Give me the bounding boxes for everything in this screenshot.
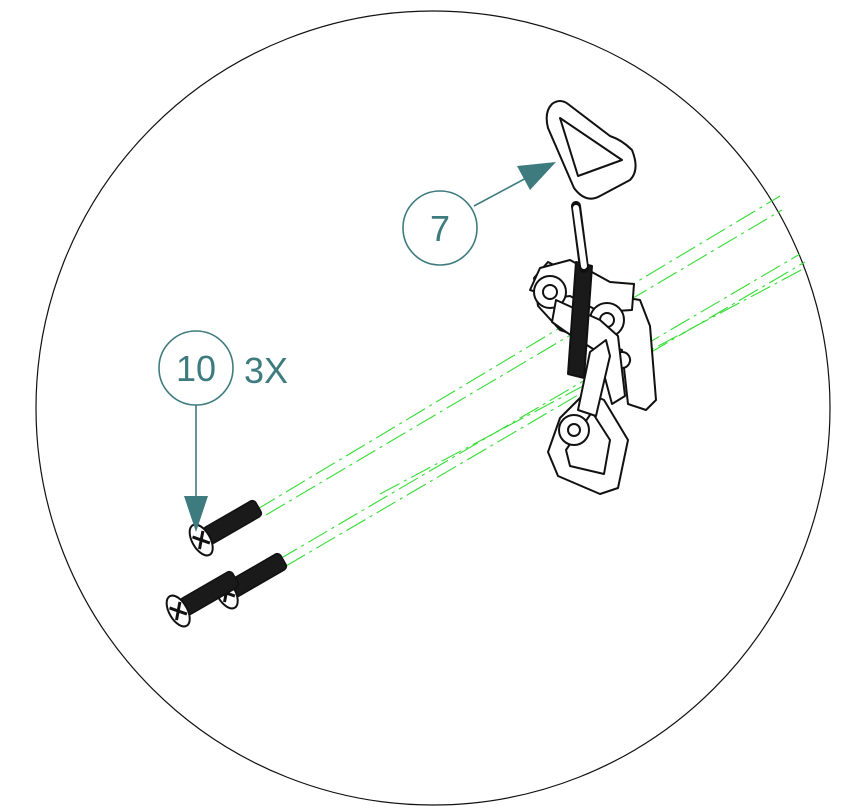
centerline-1 [255, 195, 781, 511]
latch-loop-inner [565, 411, 611, 475]
screws [165, 499, 288, 628]
centerline-3 [277, 253, 801, 561]
toggle-latch [529, 100, 657, 495]
callout-7-bubble [402, 190, 478, 266]
callout-10: 10 3X [158, 330, 288, 532]
detail-view-circle [35, 10, 831, 806]
centerline-5 [379, 267, 806, 495]
latch-lower-pivot-hole [567, 423, 581, 437]
callout-7-arrowhead [517, 162, 556, 190]
centerline-4 [285, 261, 806, 567]
callout-10-arrowhead [184, 496, 208, 532]
screw-3 [165, 570, 240, 628]
latch-rod-upper-fill [573, 205, 587, 269]
latch-left-pivot-hole [542, 284, 558, 300]
latch-hook-arm [551, 299, 626, 405]
centerline-2 [265, 209, 783, 516]
callout-7-leader [473, 175, 531, 207]
callout-7: 7 [402, 162, 556, 266]
callout-7-number: 7 [430, 208, 450, 249]
callout-10-number: 10 [176, 348, 216, 389]
callout-10-quantity: 3X [244, 350, 288, 391]
screw-1 [188, 499, 263, 557]
latch-link [577, 339, 611, 417]
alignment-centerlines [255, 195, 806, 567]
latch-triangle-handle-inner [559, 117, 623, 177]
